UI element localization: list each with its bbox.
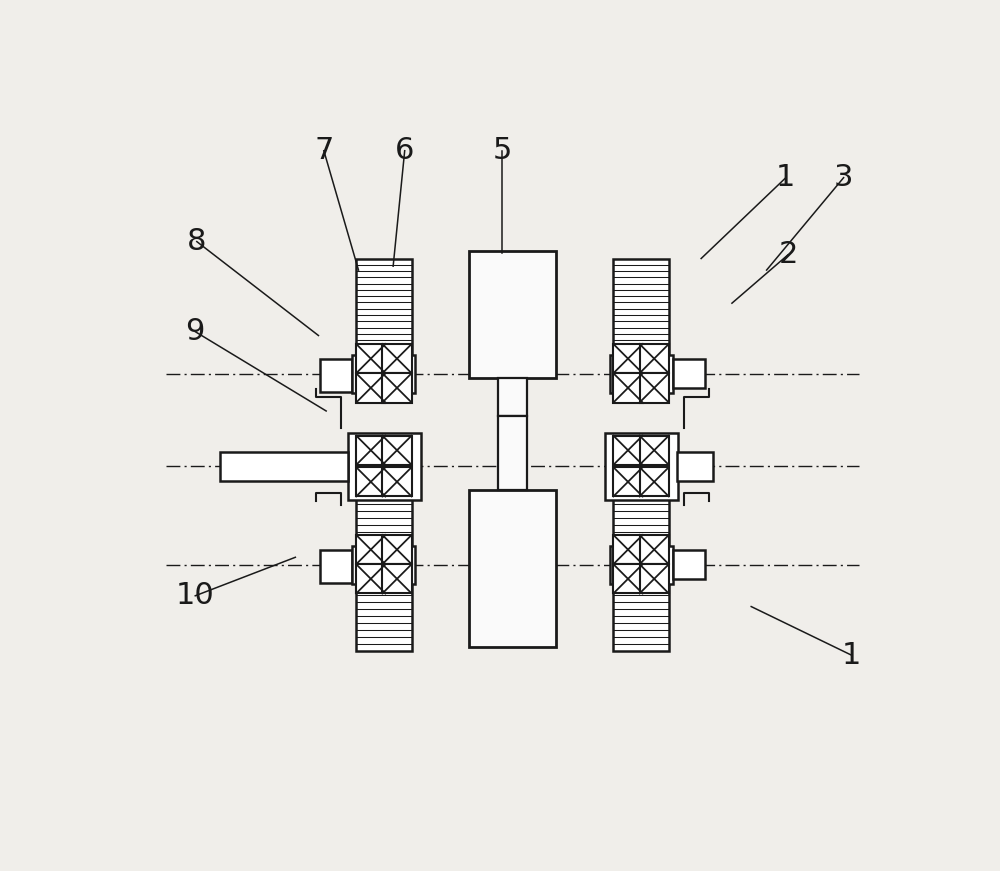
Bar	[613, 467, 643, 496]
Bar	[356, 374, 385, 402]
Text: 3: 3	[834, 163, 853, 192]
Bar	[673, 359, 705, 388]
Bar	[382, 564, 412, 593]
Bar	[382, 535, 412, 564]
Text: 10: 10	[176, 581, 215, 611]
Bar	[640, 564, 669, 593]
Text: 5: 5	[493, 136, 512, 165]
Bar	[640, 467, 669, 496]
Bar	[352, 546, 415, 584]
Bar	[320, 550, 352, 583]
Bar	[613, 564, 643, 593]
Bar	[469, 251, 556, 378]
Bar	[677, 452, 713, 481]
Bar	[382, 467, 412, 496]
Bar	[613, 344, 643, 374]
Bar	[356, 344, 385, 374]
Bar	[610, 354, 673, 394]
Bar	[613, 436, 643, 465]
Bar	[673, 550, 705, 579]
Bar	[613, 374, 643, 402]
Bar	[382, 344, 412, 374]
Bar	[640, 344, 669, 374]
Bar	[356, 467, 385, 496]
Bar	[498, 378, 527, 416]
Text: 8: 8	[187, 227, 207, 256]
Text: 1: 1	[842, 640, 861, 670]
Bar	[613, 490, 669, 652]
Bar	[469, 490, 556, 647]
Text: 1: 1	[776, 163, 796, 192]
Bar	[320, 359, 352, 392]
Text: 2: 2	[778, 240, 798, 269]
Bar	[382, 374, 412, 402]
Bar	[356, 259, 412, 378]
Bar	[605, 433, 678, 500]
Bar	[613, 535, 643, 564]
Bar	[610, 546, 673, 584]
Bar	[356, 436, 385, 465]
Bar	[348, 433, 421, 500]
Bar	[382, 436, 412, 465]
Bar	[356, 535, 385, 564]
Bar	[220, 452, 348, 481]
Bar	[352, 354, 415, 394]
Text: 9: 9	[186, 317, 205, 346]
Bar	[356, 564, 385, 593]
Bar	[498, 416, 527, 490]
Text: 6: 6	[395, 136, 414, 165]
Bar	[640, 535, 669, 564]
Bar	[640, 374, 669, 402]
Bar	[640, 436, 669, 465]
Bar	[613, 259, 669, 378]
Text: 7: 7	[314, 136, 334, 165]
Bar	[356, 490, 412, 652]
